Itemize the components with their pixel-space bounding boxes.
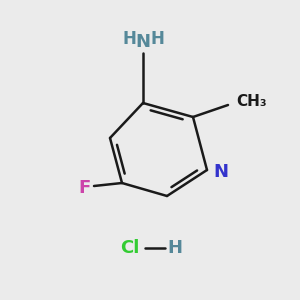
Text: N: N (136, 33, 151, 51)
Text: H: H (150, 30, 164, 48)
Text: H: H (122, 30, 136, 48)
Text: CH₃: CH₃ (236, 94, 267, 110)
Text: H: H (167, 239, 182, 257)
Text: N: N (213, 163, 228, 181)
Text: F: F (78, 179, 90, 197)
Text: Cl: Cl (120, 239, 140, 257)
